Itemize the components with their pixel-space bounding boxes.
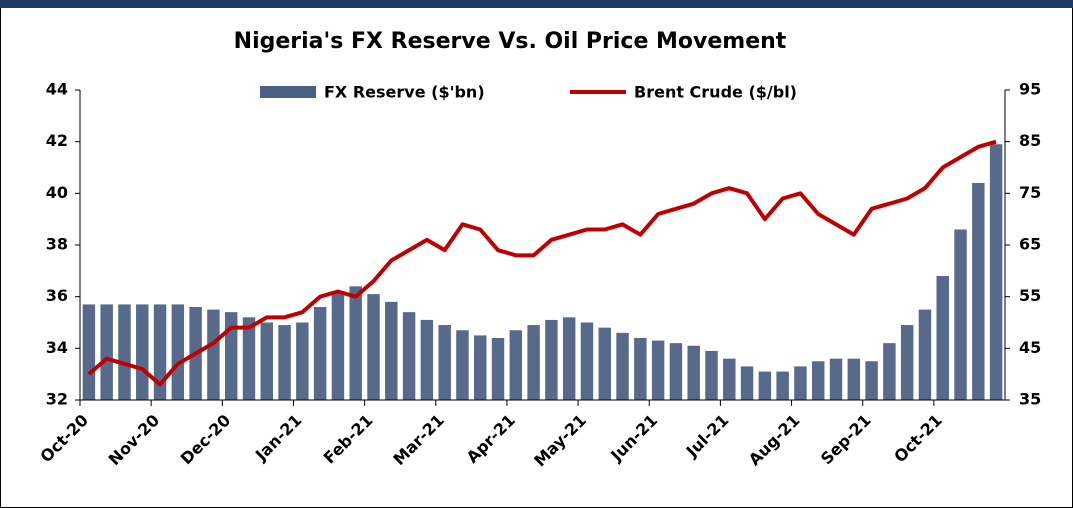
bar xyxy=(776,371,789,400)
y2-tick-label: 85 xyxy=(1019,131,1041,150)
bar xyxy=(385,301,398,400)
legend-swatch xyxy=(260,86,316,98)
header-bar xyxy=(0,0,1073,8)
bar xyxy=(829,358,843,400)
bar xyxy=(402,312,416,400)
bar xyxy=(260,322,274,400)
bar xyxy=(705,350,718,400)
chart-title: Nigeria's FX Reserve Vs. Oil Price Movem… xyxy=(234,29,787,54)
bar xyxy=(171,304,185,400)
y-tick-label: 42 xyxy=(46,131,68,150)
y-tick-label: 44 xyxy=(46,80,68,99)
bar xyxy=(545,319,558,400)
y2-tick-label: 55 xyxy=(1019,286,1041,305)
bar xyxy=(811,361,825,400)
line xyxy=(87,139,997,387)
bar xyxy=(883,343,896,400)
y-tick-label: 40 xyxy=(46,183,68,202)
bar xyxy=(954,229,967,400)
y2-tick-label: 75 xyxy=(1019,183,1041,202)
bar xyxy=(118,304,131,400)
bar xyxy=(242,317,256,400)
bar xyxy=(207,309,220,400)
bar xyxy=(634,338,647,400)
y-tick-label: 36 xyxy=(46,286,68,305)
bar xyxy=(456,330,469,400)
bar xyxy=(420,319,434,400)
bar xyxy=(794,366,807,400)
bar xyxy=(669,343,683,400)
legend-label: Brent Crude ($/bl) xyxy=(634,83,797,102)
bar xyxy=(136,304,149,400)
bar xyxy=(278,325,291,400)
y-tick-label: 32 xyxy=(46,390,68,409)
bar xyxy=(509,330,523,400)
bar xyxy=(580,322,594,400)
bar xyxy=(740,366,754,400)
bar xyxy=(972,183,985,400)
bar xyxy=(865,361,878,400)
bar xyxy=(153,304,167,400)
y2-tick-label: 35 xyxy=(1019,390,1041,409)
bar xyxy=(758,371,772,400)
bar xyxy=(723,358,736,400)
y2-tick-label: 65 xyxy=(1019,235,1041,254)
bar xyxy=(847,358,861,400)
bar xyxy=(598,327,611,400)
bar xyxy=(313,307,327,400)
bar xyxy=(438,325,451,400)
bar xyxy=(989,144,1003,400)
bar xyxy=(296,322,309,400)
bar xyxy=(224,312,238,400)
y-tick-label: 38 xyxy=(46,235,68,254)
bar xyxy=(936,276,949,400)
bar xyxy=(491,338,505,400)
bar xyxy=(474,335,487,400)
bar xyxy=(527,325,540,400)
bar xyxy=(367,294,380,400)
bar xyxy=(687,345,700,400)
bar xyxy=(616,332,629,400)
y2-tick-label: 45 xyxy=(1019,338,1041,357)
bar xyxy=(651,340,665,400)
bar xyxy=(100,304,113,400)
bar xyxy=(918,309,932,400)
bar xyxy=(349,286,362,400)
y-tick-label: 34 xyxy=(46,338,68,357)
legend-label: FX Reserve ($'bn) xyxy=(324,83,485,102)
bar xyxy=(900,325,914,400)
bar xyxy=(331,291,345,400)
bar xyxy=(562,317,576,400)
bar xyxy=(82,304,96,400)
y2-tick-label: 95 xyxy=(1019,80,1041,99)
